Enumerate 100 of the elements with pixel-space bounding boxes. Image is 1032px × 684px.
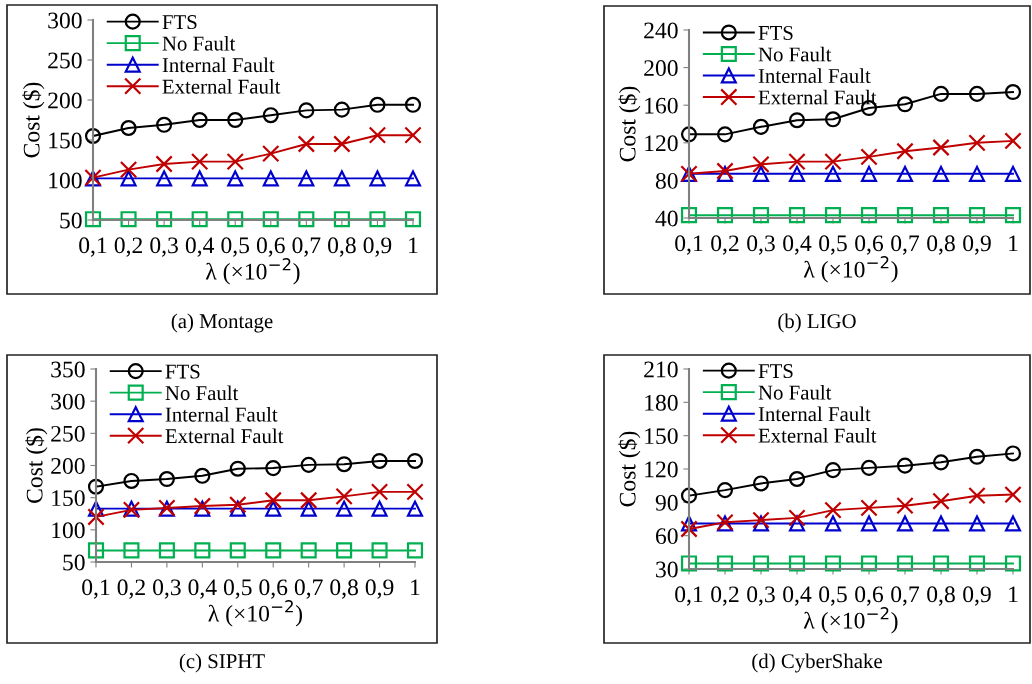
point [788,112,806,129]
point [156,116,173,133]
point [371,500,388,517]
point [404,211,422,228]
point [860,515,878,532]
point [156,211,173,228]
x-tick-label: 0,3 [153,579,181,599]
point [824,207,842,224]
point [87,508,105,526]
point [300,500,317,517]
x-tick-label: 0,2 [114,237,143,257]
x-tick-label: 0,3 [150,237,178,257]
point [860,459,878,476]
point [896,457,914,474]
y-axis-title: Cost ($) [618,86,641,162]
x-tick-label: 0,8 [328,237,356,257]
text: (b) LIGO [778,313,856,333]
point [191,211,208,228]
x-tick-label: 0,8 [927,235,955,255]
point [84,127,102,145]
x-tick-label: 0,6 [855,235,884,255]
point [788,207,806,224]
point [752,155,770,174]
point [968,515,986,532]
point [896,496,914,515]
y-tick-label: 250 [48,52,82,69]
x-tick-label: 0,2 [711,586,739,606]
point [406,452,424,470]
x-tick-label: 0,6 [256,237,285,257]
point [298,170,315,187]
point [191,170,208,187]
legend-label: Internal Fault [758,406,871,422]
legend-label: Internal Fault [165,406,278,422]
point [300,542,317,559]
x-tick-label: 0,7 [891,235,920,255]
point [335,487,353,506]
point [262,107,279,124]
text: (a) Montage [171,313,273,333]
point [752,118,770,135]
point [968,486,986,505]
point [229,460,246,477]
point [680,555,698,572]
point [298,211,315,228]
y-tick-label: 90 [655,494,678,511]
point [1004,555,1022,572]
point [752,165,770,182]
x-tick-label: 0,4 [185,237,215,257]
x-tick-label: 0,9 [365,579,394,599]
point [297,135,316,153]
point [299,491,318,509]
point [968,555,986,572]
point [265,500,282,517]
x-tick-label: 0,7 [294,579,323,599]
point [788,555,806,572]
point [229,495,247,514]
point [404,126,422,144]
x-tick-label: 0,3 [747,235,775,255]
x-tick-label: 0,3 [747,586,775,606]
x-tick-label: 0,1 [675,235,703,255]
x-tick-label: 0,1 [82,579,110,599]
point [788,165,806,182]
y-tick-label: 180 [645,394,678,411]
point [932,85,950,102]
y-tick-label: 150 [645,428,678,445]
x-axis-title: λ (×10$^{−2}$) [803,607,898,634]
x-tick-label: 0,4 [188,579,217,599]
x-tick-label: 0,9 [363,237,392,257]
x-tick-label: 0,1 [79,237,107,257]
text: (d) CyberShake [752,653,882,673]
y-tick-label: 300 [48,12,82,29]
x-tick-label: 0,9 [963,586,991,606]
legend-label: Internal Fault [162,57,275,73]
legend-label: No Fault [758,384,832,400]
point [860,555,878,572]
point [333,135,351,153]
point [300,456,317,473]
y-tick-label: 210 [644,361,678,378]
point [1004,485,1022,504]
point [788,152,806,171]
y-tick-label: 200 [644,60,678,77]
point [264,491,282,509]
legend-label: External Fault [162,79,281,94]
point [120,211,137,228]
point [1004,445,1022,462]
point [194,542,211,559]
point [226,152,244,171]
point [968,207,986,224]
point [896,555,914,572]
point [824,152,842,171]
x-tick-label: 0,2 [117,579,145,599]
point [932,165,950,182]
point [371,542,388,559]
point [752,515,770,532]
point [84,211,102,228]
y-tick-label: 60 [655,528,678,545]
point [119,160,138,179]
point [368,126,387,144]
point [716,482,734,499]
y-axis-title: Cost ($) [25,428,48,503]
y-tick-label: 300 [51,393,85,410]
